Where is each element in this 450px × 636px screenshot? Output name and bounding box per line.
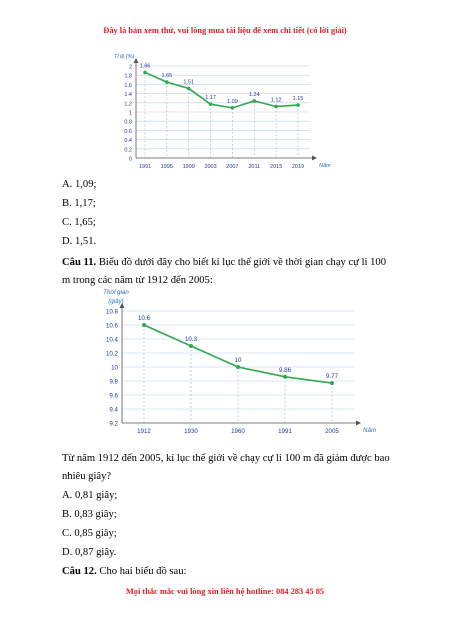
- y-tick-label: 10.6: [106, 323, 119, 330]
- data-point: [236, 365, 240, 369]
- data-label: 10: [235, 357, 242, 364]
- x-axis-arrow: [356, 420, 361, 426]
- data-point: [330, 381, 334, 386]
- series-line: [143, 324, 333, 384]
- data-point: [252, 99, 257, 103]
- data-label: 1.17: [205, 95, 216, 101]
- q11-option-c: C. 0,85 giây;: [62, 528, 117, 539]
- x-tick-label: 2003: [204, 164, 216, 170]
- data-point: [283, 374, 287, 379]
- x-tick-label: 2019: [292, 164, 304, 170]
- x-tick-label: 1960: [231, 428, 245, 435]
- data-point: [165, 80, 169, 84]
- data-label: 1.65: [161, 73, 172, 79]
- data-point: [230, 106, 235, 110]
- y-tick-label: 10.4: [106, 337, 119, 344]
- q11-label: Câu 11.: [62, 257, 97, 268]
- data-point: [296, 103, 300, 107]
- y-tick-label: 1.6: [124, 83, 132, 89]
- q10-option-a: A. 1,09;: [62, 179, 97, 190]
- footer-banner: Mọi thắc mắc vui lòng xin liên hệ hotlin…: [125, 587, 325, 596]
- data-label: 1.24: [249, 92, 260, 98]
- x-tick-label: 1991: [139, 164, 151, 170]
- data-label: 10.6: [138, 315, 151, 322]
- y-tick-label: 2: [129, 65, 132, 71]
- x-axis-label: Năm: [319, 163, 331, 169]
- q11-question: Từ năm 1912 đến 2005, kỉ lục thế giới về…: [62, 453, 390, 482]
- y-tick-label: 1: [129, 111, 132, 117]
- y-axis-arrow: [133, 58, 139, 63]
- x-axis-label: Năm: [363, 427, 376, 434]
- x-tick-label: 2015: [270, 164, 282, 170]
- y-tick-label: 10: [111, 365, 118, 372]
- y-tick-label: 9.6: [109, 393, 118, 400]
- y-tick-label: 0.6: [124, 129, 132, 135]
- y-tick-label: 9.8: [109, 379, 118, 386]
- y-axis-label: Thời gian: [103, 289, 129, 296]
- sprint-record-line-chart: 9.2 9.4 9.6 9.8 10 10.2 10.4 10.6 10.8 Thời gian (…: [103, 289, 376, 435]
- y-axis-label: Tỉ lệ (%): [114, 53, 135, 60]
- x-axis-arrow: [312, 155, 317, 161]
- y-tick-label: 9.4: [109, 407, 118, 414]
- x-tick-label: 1930: [184, 428, 198, 435]
- q11-prompt: Câu 11. Biểu đồ dưới đây cho biết kỉ lục…: [62, 254, 392, 290]
- x-tick-label: 1912: [137, 428, 151, 435]
- header-banner: Đây là bản xem thử, vui lòng mua tài liệ…: [103, 26, 347, 35]
- y-tick-label: 0.8: [124, 120, 132, 126]
- q11-text: Biểu đồ dưới đây cho biết kỉ lục thế giớ…: [62, 257, 387, 286]
- data-point: [208, 102, 213, 106]
- x-tick-label: 2007: [226, 164, 238, 170]
- y-tick-label: 0: [129, 157, 132, 163]
- data-label: 1.09: [227, 99, 238, 105]
- data-point: [189, 344, 193, 348]
- q12-text: Cho hai biểu đồ sau:: [99, 566, 187, 577]
- q10-option-b: B. 1,17;: [62, 198, 96, 209]
- y-tick-label: 0.2: [124, 147, 132, 153]
- x-tick-label: 1991: [278, 428, 292, 435]
- data-label: 1.12: [271, 97, 282, 103]
- q11-option-d: D. 0,87 giây.: [62, 547, 117, 558]
- x-tick-label: 2011: [248, 164, 260, 170]
- x-tick-label: 1999: [183, 164, 195, 170]
- x-tick-label: 1995: [161, 164, 173, 170]
- data-point: [142, 323, 146, 327]
- data-point: [143, 70, 147, 75]
- data-label: 10.3: [185, 336, 198, 343]
- y-tick-label: 1.4: [124, 92, 132, 98]
- y-tick-label: 10.2: [106, 351, 119, 358]
- q11-option-b: B. 0,83 giây;: [62, 509, 117, 520]
- y-tick-label: 0.4: [124, 138, 132, 144]
- q12-label: Câu 12.: [62, 566, 97, 577]
- data-label: 9.86: [279, 367, 292, 374]
- data-label: 9.77: [326, 373, 339, 380]
- q12-prompt: Câu 12. Cho hai biểu đồ sau:: [62, 565, 186, 578]
- data-label: 1.51: [183, 80, 194, 86]
- y-axis-label: (giây): [108, 298, 123, 305]
- y-axis-arrow: [119, 303, 125, 308]
- y-tick-label: 1.2: [124, 101, 132, 107]
- y-tick-label: 1.8: [124, 74, 132, 80]
- series-line: [144, 71, 299, 109]
- q10-option-d: D. 1,51.: [62, 236, 97, 247]
- data-label: 1.86: [140, 63, 151, 69]
- q10-option-c: C. 1,65;: [62, 217, 96, 228]
- data-label: 1.15: [293, 96, 304, 102]
- data-point: [186, 86, 191, 91]
- x-tick-label: 2005: [325, 428, 339, 435]
- data-point: [274, 104, 278, 109]
- population-growth-line-chart: 0 0.2 0.4 0.6 0.8 1 1.2 1.4 1.6 1.8 2 Tỉ lệ (%) Năm 1…: [114, 53, 331, 170]
- y-tick-label: 9.2: [109, 421, 118, 428]
- q11-option-a: A. 0,81 giây;: [62, 490, 118, 501]
- y-tick-label: 10.8: [106, 309, 119, 316]
